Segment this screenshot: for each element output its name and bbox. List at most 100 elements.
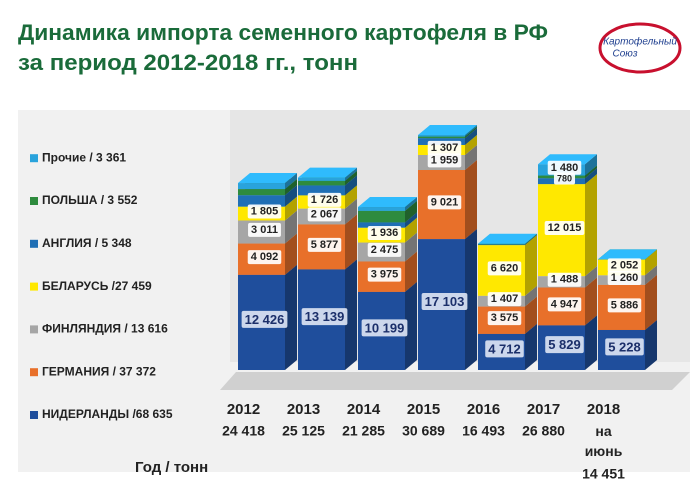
bar-segment	[298, 167, 357, 181]
bar-side	[525, 235, 537, 296]
data-label-box	[361, 319, 408, 337]
legend-label: Прочие / 3 361	[42, 150, 126, 164]
bar-front	[238, 183, 285, 190]
bar-side	[465, 125, 477, 137]
data-label: 1 488	[551, 274, 579, 286]
data-label: 5 228	[608, 339, 641, 354]
data-label: 1 959	[431, 154, 459, 166]
bar-side	[645, 249, 657, 260]
chart-title: Динамика импорта семенного картофеля в Р…	[18, 20, 548, 45]
x-tick-label: 2013	[287, 401, 320, 418]
data-label: 3 575	[491, 312, 519, 324]
legend-label: ПОЛЬША / 3 552	[42, 193, 138, 207]
total-label: 14 451	[582, 466, 625, 482]
data-label: 17 103	[425, 294, 465, 309]
data-label: 1 805	[251, 205, 279, 217]
bar-side	[465, 128, 477, 145]
bar-segment	[478, 233, 537, 244]
bar-side	[585, 165, 597, 179]
x-tick-label: 2018	[587, 401, 620, 418]
bar-side	[285, 264, 297, 370]
bar-side	[405, 212, 417, 228]
x-tick-label: 2016	[467, 401, 500, 418]
data-label: 5 877	[311, 239, 339, 251]
bar-side	[525, 285, 537, 307]
x-tick-label: 2015	[407, 401, 440, 418]
data-label-box	[485, 340, 524, 358]
bar-side	[285, 185, 297, 207]
data-label-box	[607, 258, 642, 273]
bar-side	[405, 200, 417, 223]
legend-label: ФИНЛЯНДИЯ / 13 616	[42, 322, 168, 336]
data-label: 780	[557, 174, 572, 184]
bar-top	[598, 249, 657, 260]
logo-text: Союз	[613, 49, 638, 60]
data-label-box	[367, 267, 402, 282]
data-label-box	[421, 292, 468, 310]
bar-front	[478, 244, 525, 246]
bar-front	[298, 180, 345, 186]
category-note: на июнь	[584, 423, 623, 459]
data-label: 3 975	[371, 269, 399, 281]
bar-side	[285, 210, 297, 244]
data-label-box	[487, 261, 522, 276]
bar-side	[465, 229, 477, 370]
bar-side	[585, 174, 597, 277]
legend-swatch	[30, 368, 38, 377]
legend-swatch	[30, 239, 38, 248]
bar-side	[405, 251, 417, 292]
x-axis-label: Год / тонн	[135, 459, 208, 476]
data-label: 5 886	[611, 299, 639, 311]
total-label: 16 493	[462, 423, 505, 439]
data-label-box	[307, 237, 342, 252]
bar-side	[645, 249, 657, 276]
data-label-box	[301, 308, 348, 326]
bar-side	[405, 281, 417, 370]
bar-side	[285, 233, 297, 275]
bar-side	[525, 233, 537, 244]
data-label-box	[607, 270, 642, 285]
data-label-box	[247, 204, 282, 219]
data-label: 1 936	[371, 227, 399, 239]
bar-side	[525, 296, 537, 334]
bar-front	[358, 222, 405, 228]
data-label: 13 139	[305, 309, 345, 324]
data-label: 1 307	[431, 142, 459, 154]
bar-side	[345, 167, 357, 181]
data-label-box	[544, 221, 585, 236]
data-label-box	[427, 140, 462, 155]
data-label: 4 092	[251, 251, 279, 263]
bar-front	[238, 189, 285, 196]
bar-segment	[358, 197, 417, 211]
data-label: 1 480	[551, 162, 579, 174]
total-label: 26 880	[522, 423, 565, 439]
bar-top	[298, 167, 357, 178]
data-label: 12 015	[548, 222, 582, 234]
legend-label: НИДЕРЛАНДЫ /68 635	[42, 407, 173, 421]
data-label: 2 475	[371, 244, 399, 256]
bar-side	[285, 173, 297, 190]
bar-top	[238, 173, 297, 184]
total-label: 24 418	[222, 423, 265, 439]
data-label-box	[427, 153, 462, 168]
bar-side	[525, 234, 537, 246]
total-label: 30 689	[402, 423, 445, 439]
data-label-box	[248, 222, 281, 237]
data-label: 3 011	[251, 224, 278, 236]
data-label: 6 620	[491, 262, 519, 274]
bar-side	[405, 217, 417, 243]
data-label-box	[367, 226, 402, 241]
data-label: 1 407	[491, 293, 519, 305]
bar-side	[645, 274, 657, 330]
bar-side	[405, 232, 417, 262]
data-label: 12 426	[245, 312, 285, 327]
bar-side	[645, 249, 657, 260]
bar-top	[418, 125, 477, 136]
bar-top	[358, 197, 417, 208]
data-label: 10 199	[365, 320, 405, 335]
legend-label: АНГЛИЯ / 5 348	[42, 236, 132, 250]
bar-front	[358, 210, 405, 223]
data-label: 1 260	[611, 272, 639, 284]
data-label-box	[247, 250, 282, 265]
